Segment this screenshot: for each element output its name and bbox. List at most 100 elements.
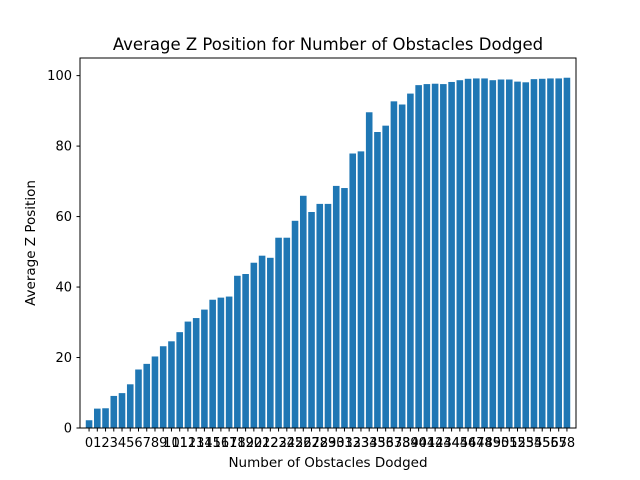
x-tick-label: 15	[204, 436, 221, 451]
x-tick-label: 5	[126, 436, 134, 451]
x-tick-label: 25	[287, 436, 304, 451]
x-tick-label: 37	[386, 436, 403, 451]
x-axis-label: Number of Obstacles Dodged	[228, 455, 427, 471]
x-tick-label: 58	[559, 436, 576, 451]
bar-37	[390, 101, 398, 428]
x-tick-label: 21	[254, 436, 271, 451]
bar-10	[168, 341, 175, 428]
x-tick-label: 32	[344, 436, 361, 451]
x-tick-label: 7	[143, 436, 151, 451]
chart-title: Average Z Position for Number of Obstacl…	[113, 35, 543, 54]
x-tick-label: 31	[336, 436, 353, 451]
x-tick-label: 16	[213, 436, 230, 451]
bar-14	[201, 309, 208, 428]
bar-28	[316, 203, 324, 428]
x-tick-label: 22	[262, 436, 279, 451]
bar-22	[267, 257, 274, 428]
x-tick-label: 51	[501, 436, 518, 451]
x-tick-label: 33	[353, 436, 370, 451]
bar-13	[192, 318, 200, 428]
x-tick-label: 57	[550, 436, 567, 451]
x-tick-label: 20	[246, 436, 263, 451]
bar-58	[563, 77, 571, 428]
bar-38	[398, 104, 406, 428]
x-tick-label: 13	[188, 436, 205, 451]
bar-0	[85, 420, 93, 428]
x-tick-label: 27	[303, 436, 320, 451]
x-tick-label: 43	[435, 436, 452, 451]
x-tick-label: 4	[118, 436, 126, 451]
x-tick-label: 26	[295, 436, 312, 451]
x-tick-label: 19	[237, 436, 254, 451]
bar-44	[448, 81, 455, 429]
bar-29	[324, 203, 332, 428]
y-tick-label: 0	[64, 422, 72, 437]
x-tick-label: 1	[93, 436, 101, 451]
bar-9	[159, 346, 167, 428]
x-tick-label: 30	[328, 436, 345, 451]
x-tick-label: 56	[542, 436, 559, 451]
x-tick-label: 39	[402, 436, 419, 451]
bar-47	[473, 78, 480, 428]
bar-43	[440, 84, 447, 428]
bar-17	[225, 296, 233, 428]
x-tick-label: 47	[468, 436, 485, 451]
bar-4	[118, 393, 126, 428]
x-tick-label: 48	[476, 436, 493, 451]
bar-48	[481, 78, 488, 428]
bar-53	[522, 82, 530, 428]
bar-8	[151, 356, 159, 428]
bar-19	[242, 274, 249, 428]
bar-46	[464, 78, 472, 428]
bar-15	[209, 299, 216, 428]
x-tick-label: 17	[221, 436, 238, 451]
bar-33	[357, 151, 365, 428]
bars-group	[85, 77, 571, 429]
x-tick-label: 38	[394, 436, 411, 451]
bar-21	[258, 255, 266, 428]
bar-6	[135, 369, 142, 428]
x-tick-label: 11	[171, 436, 188, 451]
bar-49	[489, 80, 497, 428]
bar-40	[415, 85, 422, 428]
x-tick-label: 8	[151, 436, 159, 451]
y-axis-ticks: 0 20 40 60 80 100	[47, 69, 80, 437]
bar-11	[176, 332, 183, 428]
x-tick-label: 40	[410, 436, 427, 451]
x-tick-label: 54	[526, 436, 543, 451]
bar-32	[349, 153, 357, 428]
x-tick-label: 29	[320, 436, 337, 451]
bar-26	[299, 195, 307, 428]
x-tick-label: 12	[180, 436, 197, 451]
x-tick-label: 14	[196, 436, 213, 451]
x-tick-label: 42	[427, 436, 444, 451]
bar-54	[530, 79, 538, 428]
bar-18	[234, 275, 241, 428]
bar-52	[514, 81, 521, 429]
x-tick-label: 55	[534, 436, 551, 451]
bar-7	[143, 363, 151, 428]
bar-16	[217, 297, 225, 428]
x-tick-label: 3	[110, 436, 118, 451]
x-tick-label: 9	[159, 436, 167, 451]
bar-51	[505, 79, 513, 428]
bar-36	[382, 125, 389, 428]
x-tick-label: 41	[419, 436, 436, 451]
x-tick-label: 49	[485, 436, 502, 451]
bar-55	[538, 78, 546, 428]
bar-2	[102, 408, 109, 428]
x-tick-label: 35	[369, 436, 386, 451]
bar-35	[374, 132, 381, 428]
x-tick-label: 52	[509, 436, 526, 451]
bar-42	[431, 83, 439, 428]
plot-frame	[79, 57, 577, 429]
bar-41	[423, 84, 431, 428]
x-tick-label: 46	[460, 436, 477, 451]
y-axis-label: Average Z Position	[23, 180, 39, 306]
x-tick-label: 0	[85, 436, 93, 451]
bar-50	[497, 79, 505, 428]
y-tick-label: 60	[55, 210, 72, 225]
bar-24	[283, 237, 291, 428]
x-tick-label: 28	[311, 436, 328, 451]
